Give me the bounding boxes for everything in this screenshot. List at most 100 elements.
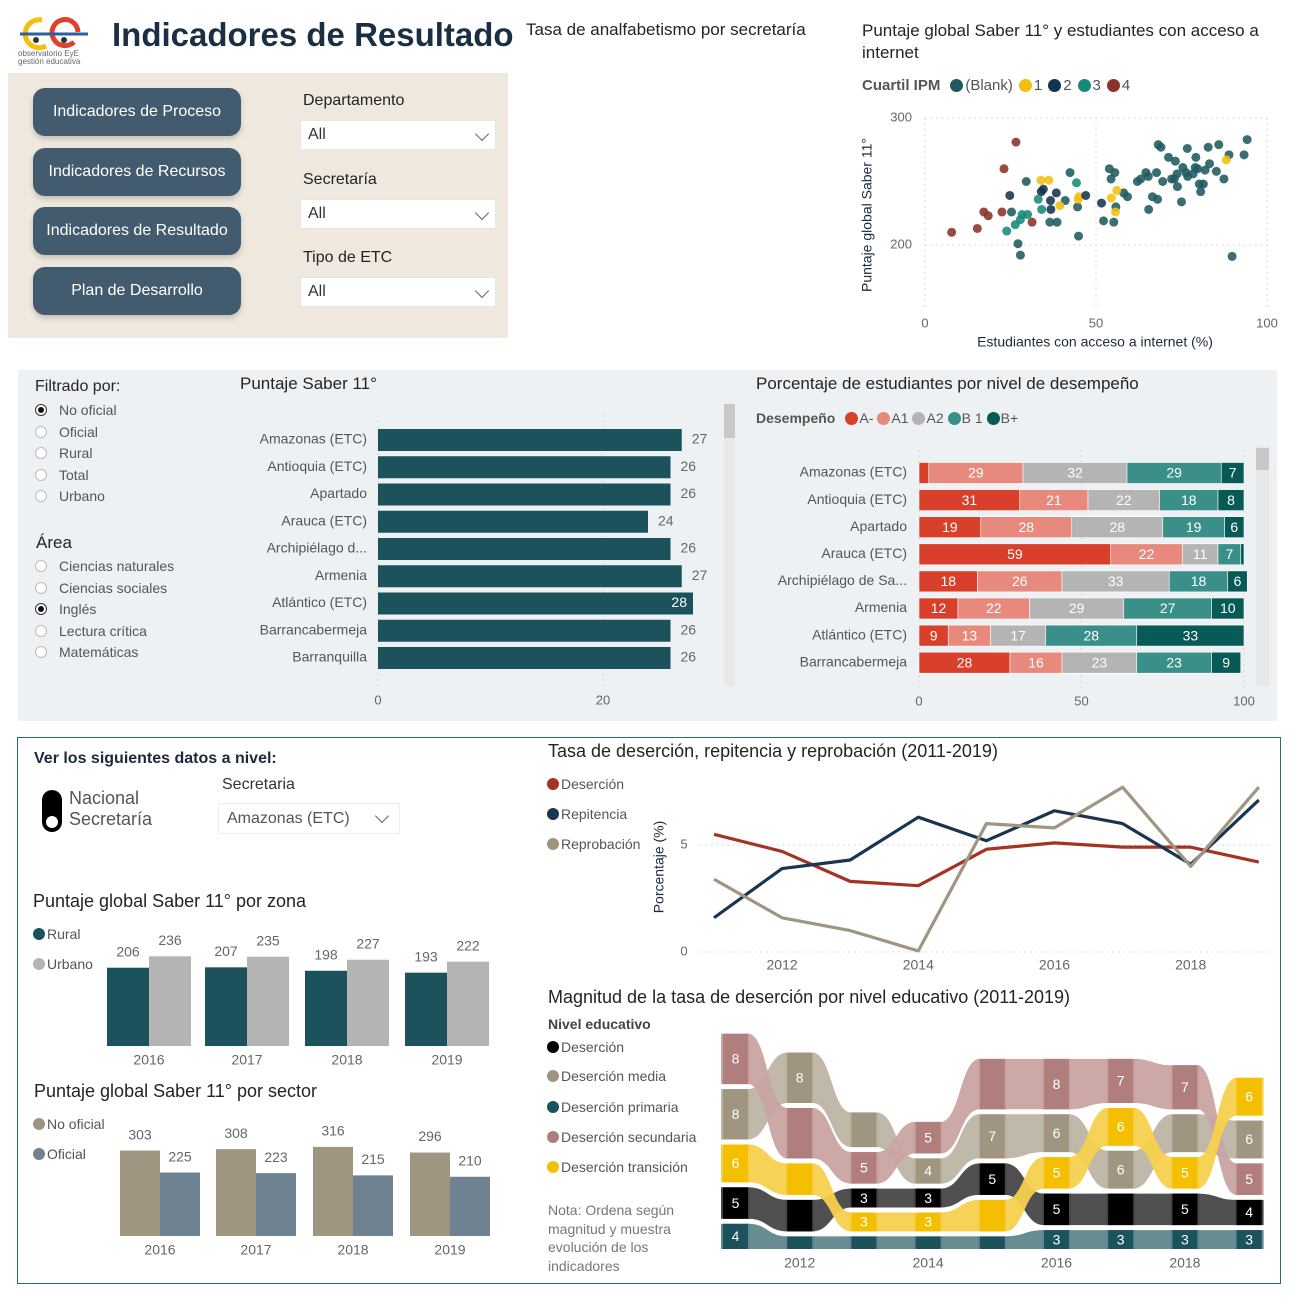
- scatter-point: [1110, 207, 1120, 217]
- nav-button-recursos[interactable]: Indicadores de Recursos: [33, 148, 241, 196]
- scatter-point: [947, 227, 957, 237]
- scatter-point: [1221, 155, 1231, 165]
- desempeno-scrollbar-thumb[interactable]: [1256, 448, 1269, 470]
- scatter-point: [1136, 174, 1146, 184]
- page-title: Indicadores de Resultado: [112, 16, 514, 53]
- area-option[interactable]: Ciencias sociales: [35, 580, 167, 596]
- radio-button[interactable]: [35, 581, 47, 594]
- legend-label: Urbano: [47, 956, 93, 972]
- saber-chart-title: Puntaje Saber 11°: [240, 374, 377, 393]
- scatter-point: [1027, 217, 1037, 227]
- ribbon-legend-title: Nivel educativo: [548, 1016, 651, 1032]
- saber-scrollbar-thumb[interactable]: [724, 404, 735, 438]
- filtrado-por-option[interactable]: Total: [35, 467, 89, 483]
- nav-button-resultado[interactable]: Indicadores de Resultado: [33, 207, 241, 255]
- legend-marker-icon: [33, 1148, 45, 1160]
- scatter-point: [1106, 193, 1116, 203]
- legend-marker-icon: [1048, 79, 1062, 92]
- secretaria-select[interactable]: Amazonas (ETC): [218, 803, 400, 834]
- legend-item: Rural: [33, 926, 80, 942]
- filtrado-por-option[interactable]: No oficial: [35, 402, 117, 418]
- scatter-point: [1242, 135, 1252, 145]
- logo-line2: gestión educativa: [18, 57, 81, 66]
- scatter-point: [1153, 194, 1163, 204]
- filtrado-por-option[interactable]: Rural: [35, 445, 92, 461]
- scatter-point: [1172, 182, 1182, 192]
- scatter-point: [1073, 194, 1083, 204]
- legend-marker-icon: [547, 1041, 559, 1053]
- level-option-secretaria[interactable]: Secretaría: [69, 809, 153, 829]
- x-tick-label: 100: [1256, 315, 1278, 330]
- desempeno-legend-label: B+: [1000, 410, 1019, 426]
- filtrado-por-option[interactable]: Urbano: [35, 488, 105, 504]
- scatter-point: [1065, 168, 1075, 178]
- nav-button-plan-desarrollo[interactable]: Plan de Desarrollo: [33, 267, 241, 315]
- radio-button[interactable]: [35, 468, 47, 481]
- area-option[interactable]: Lectura crítica: [35, 623, 147, 639]
- legend-item: Deserción: [547, 1039, 624, 1055]
- legend-item: Oficial: [33, 1146, 86, 1162]
- area-option[interactable]: Ciencias naturales: [35, 558, 174, 574]
- scatter-point: [1109, 217, 1119, 227]
- scatter-point: [1205, 159, 1215, 169]
- scatter-point: [1060, 196, 1070, 206]
- scatter-point: [1096, 198, 1106, 208]
- saber-scrollbar[interactable]: [724, 404, 735, 686]
- scatter-point: [1164, 152, 1174, 162]
- radio-button[interactable]: [35, 425, 47, 438]
- ribbon-note-line: indicadores: [548, 1258, 620, 1275]
- level-toggle[interactable]: [42, 790, 62, 832]
- area-option[interactable]: Matemáticas: [35, 644, 138, 660]
- scatter-point: [1044, 175, 1054, 185]
- radio-button[interactable]: [35, 646, 47, 658]
- legend-item: Deserción: [547, 776, 624, 792]
- legend-label: Deserción: [561, 1039, 625, 1055]
- departamento-dropdown[interactable]: All: [300, 120, 496, 150]
- navigation-panel: Indicadores de Proceso Indicadores de Re…: [8, 73, 508, 338]
- filtrado-por-option[interactable]: Oficial: [35, 424, 98, 440]
- legend-marker-icon: [947, 411, 961, 425]
- radio-button[interactable]: [35, 560, 47, 572]
- filtrado-por-option-label: Rural: [59, 445, 93, 461]
- area-option[interactable]: Inglés: [35, 601, 96, 617]
- secretaria-dropdown[interactable]: All: [300, 199, 496, 229]
- scatter-point: [1052, 217, 1062, 227]
- legend-marker-icon: [1106, 79, 1120, 92]
- desempeno-legend: Desempeño A- A1 A2 B 1 B+: [756, 410, 1022, 426]
- nav-button-proceso[interactable]: Indicadores de Proceso: [33, 88, 241, 136]
- radio-button[interactable]: [35, 447, 47, 459]
- scatter-point: [1158, 177, 1168, 186]
- area-option-label: Inglés: [59, 601, 97, 617]
- area-option-label: Matemáticas: [59, 644, 139, 660]
- radio-button[interactable]: [35, 490, 47, 502]
- x-tick-label: 50: [1089, 315, 1103, 330]
- scatter-point: [1017, 210, 1027, 220]
- radio-button[interactable]: [35, 404, 47, 416]
- legend-marker-icon: [547, 1131, 559, 1143]
- scatter-point: [1239, 150, 1249, 160]
- tipo-etc-dropdown[interactable]: All: [300, 277, 496, 307]
- x-axis-title: Estudiantes con acceso a internet (%): [977, 334, 1213, 350]
- scatter-point: [1169, 174, 1179, 184]
- desempeno-scrollbar[interactable]: [1256, 446, 1269, 686]
- radio-button[interactable]: [35, 624, 47, 637]
- desempeno-legend-label: B 1: [961, 410, 983, 426]
- legend-marker-icon: [547, 778, 559, 790]
- legend-item: Deserción primaria: [547, 1099, 678, 1115]
- scatter-point: [1119, 188, 1129, 198]
- desempeno-legend-title: Desempeño: [756, 410, 836, 426]
- radio-button[interactable]: [35, 603, 47, 615]
- scatter-point: [1081, 190, 1091, 200]
- departamento-value: All: [308, 126, 326, 143]
- legend-marker-icon: [547, 1101, 559, 1113]
- saber-panel: [18, 370, 1277, 721]
- scatter-point: [1002, 226, 1012, 236]
- scatter-point: [1036, 187, 1046, 197]
- zona-chart-title: Puntaje global Saber 11° por zona: [33, 891, 307, 911]
- scatter-title-line2: internet: [862, 43, 919, 62]
- scatter-point: [1013, 239, 1023, 249]
- scatter-point: [1200, 165, 1210, 175]
- level-option-nacional[interactable]: Nacional: [69, 788, 140, 808]
- legend-marker-icon: [547, 1161, 559, 1173]
